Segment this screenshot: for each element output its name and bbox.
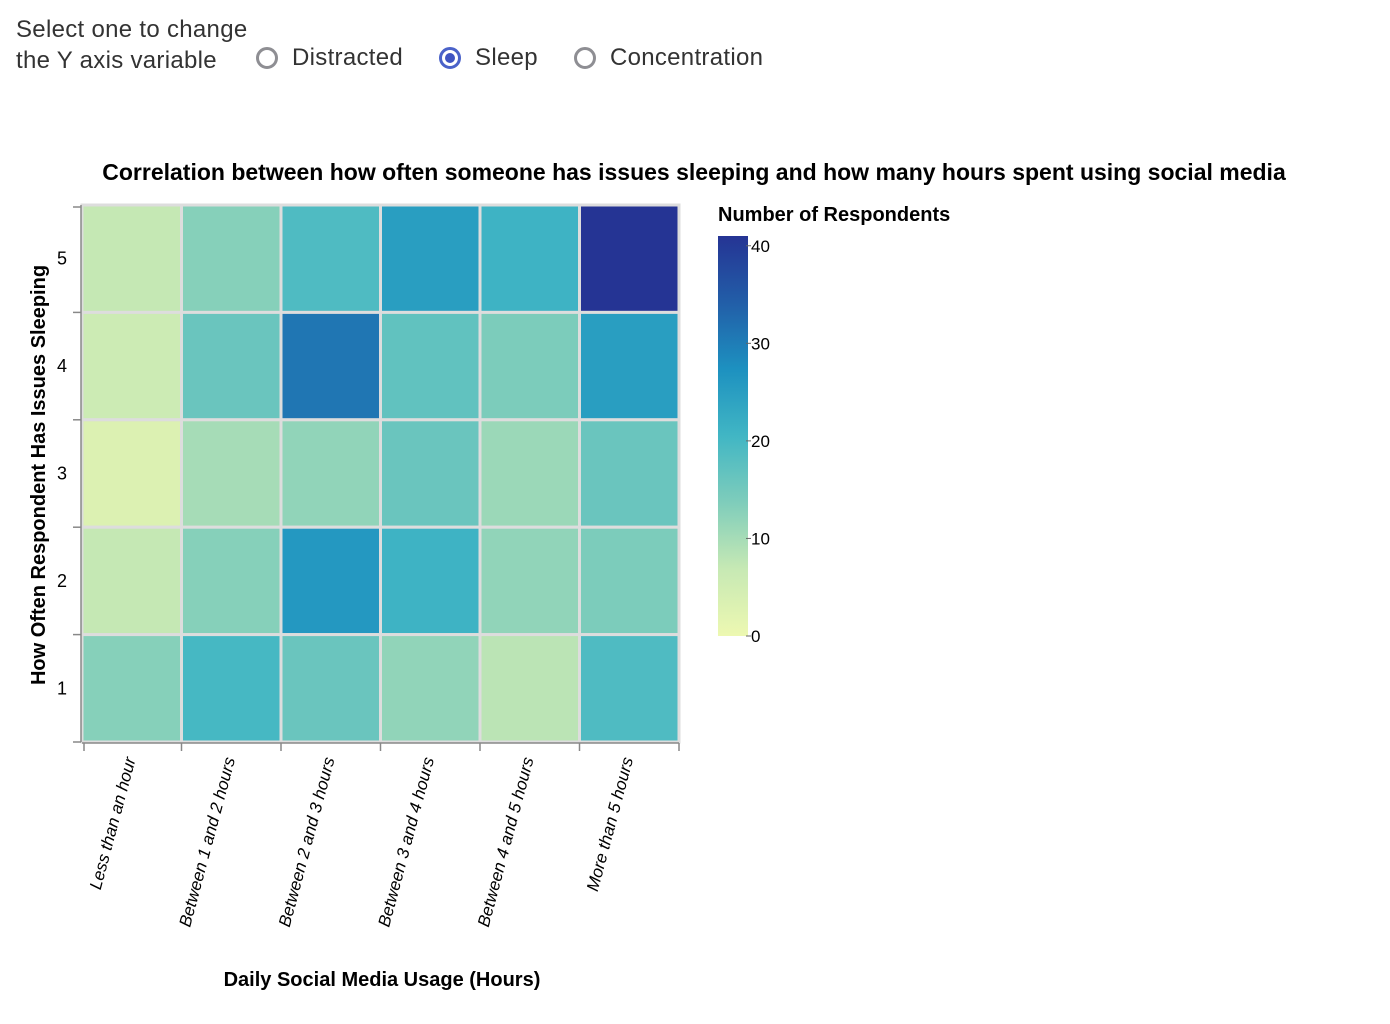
heatmap-cell <box>80 633 183 744</box>
heatmap-cell <box>578 633 681 744</box>
legend-tick-label: 0 <box>751 627 760 646</box>
y-tick-label: 3 <box>57 464 67 484</box>
x-tick-label: Between 1 and 2 hours <box>176 755 240 929</box>
heatmap-cell <box>80 418 183 529</box>
y-axis: 5 4 3 2 1 <box>57 205 82 743</box>
color-legend: Number of Respondents 40 30 20 10 0 <box>718 204 950 646</box>
heatmap-cell <box>279 633 382 744</box>
radio-option-sleep[interactable]: Sleep <box>439 44 538 72</box>
heatmap-cell <box>478 633 581 744</box>
radio-group: Distracted Sleep Concentration <box>256 44 799 72</box>
radio-option-distracted[interactable]: Distracted <box>256 44 403 72</box>
heatmap-cell <box>578 525 681 637</box>
heatmap-cell <box>379 525 482 637</box>
heatmap-cell <box>279 203 382 314</box>
x-tick-label: Less than an hour <box>86 754 140 892</box>
y-tick-label: 1 <box>57 678 67 698</box>
heatmap-cell <box>80 310 183 422</box>
x-tick-label: Between 3 and 4 hours <box>375 755 439 929</box>
heatmap-cell <box>578 418 681 529</box>
heatmap-cell <box>180 203 283 314</box>
heatmap-cell <box>379 418 482 529</box>
radio-label: Sleep <box>475 44 538 71</box>
x-tick-label: Between 2 and 3 hours <box>275 755 339 929</box>
heatmap-cell <box>279 310 382 422</box>
heatmap-cell <box>80 203 183 314</box>
heatmap-cell <box>478 310 581 422</box>
radio-button-icon[interactable] <box>256 47 278 69</box>
y-axis-selector: Select one to change the Y axis variable… <box>16 14 799 76</box>
heatmap-cell <box>578 203 681 314</box>
selector-label: Select one to change the Y axis variable <box>16 16 248 74</box>
heatmap-cell <box>478 203 581 314</box>
legend-tick-label: 10 <box>751 529 770 548</box>
heatmap-cell <box>379 203 482 314</box>
heatmap-cell <box>279 525 382 637</box>
x-tick-label: Between 4 and 5 hours <box>474 755 538 929</box>
y-axis-title: How Often Respondent Has Issues Sleeping <box>28 265 50 685</box>
heatmap-cells <box>80 203 681 744</box>
y-tick-label: 4 <box>57 356 67 376</box>
radio-label: Distracted <box>292 44 404 71</box>
legend-gradient-bar <box>718 236 748 636</box>
legend-tick-label: 40 <box>751 237 770 256</box>
x-axis: Less than an hour Between 1 and 2 hours Be… <box>82 742 680 929</box>
chart-title: Correlation between how often someone ha… <box>102 159 1286 185</box>
heatmap-cell <box>478 525 581 637</box>
legend-tick-label: 30 <box>751 334 770 353</box>
radio-option-concentration[interactable]: Concentration <box>573 44 764 72</box>
y-tick-label: 2 <box>57 571 67 591</box>
legend-tick-label: 20 <box>751 432 770 451</box>
radio-label: Concentration <box>609 44 764 71</box>
x-axis-title: Daily Social Media Usage (Hours) <box>224 969 541 991</box>
radio-button-selected-icon[interactable] <box>439 47 462 69</box>
y-tick-label: 5 <box>57 249 67 269</box>
heatmap-cell <box>80 525 183 637</box>
heatmap-cell <box>180 418 283 529</box>
legend-title: Number of Respondents <box>718 204 950 226</box>
x-tick-label: More than 5 hours <box>583 755 637 894</box>
heatmap-cell <box>478 418 581 529</box>
heatmap-cell <box>279 418 382 529</box>
heatmap-cell <box>180 633 283 744</box>
heatmap-cell <box>180 525 283 637</box>
heatmap-cell <box>578 310 681 422</box>
radio-button-icon[interactable] <box>573 47 596 69</box>
heatmap-cell <box>379 310 482 422</box>
heatmap-cell <box>379 633 482 744</box>
heatmap-cell <box>180 310 283 422</box>
